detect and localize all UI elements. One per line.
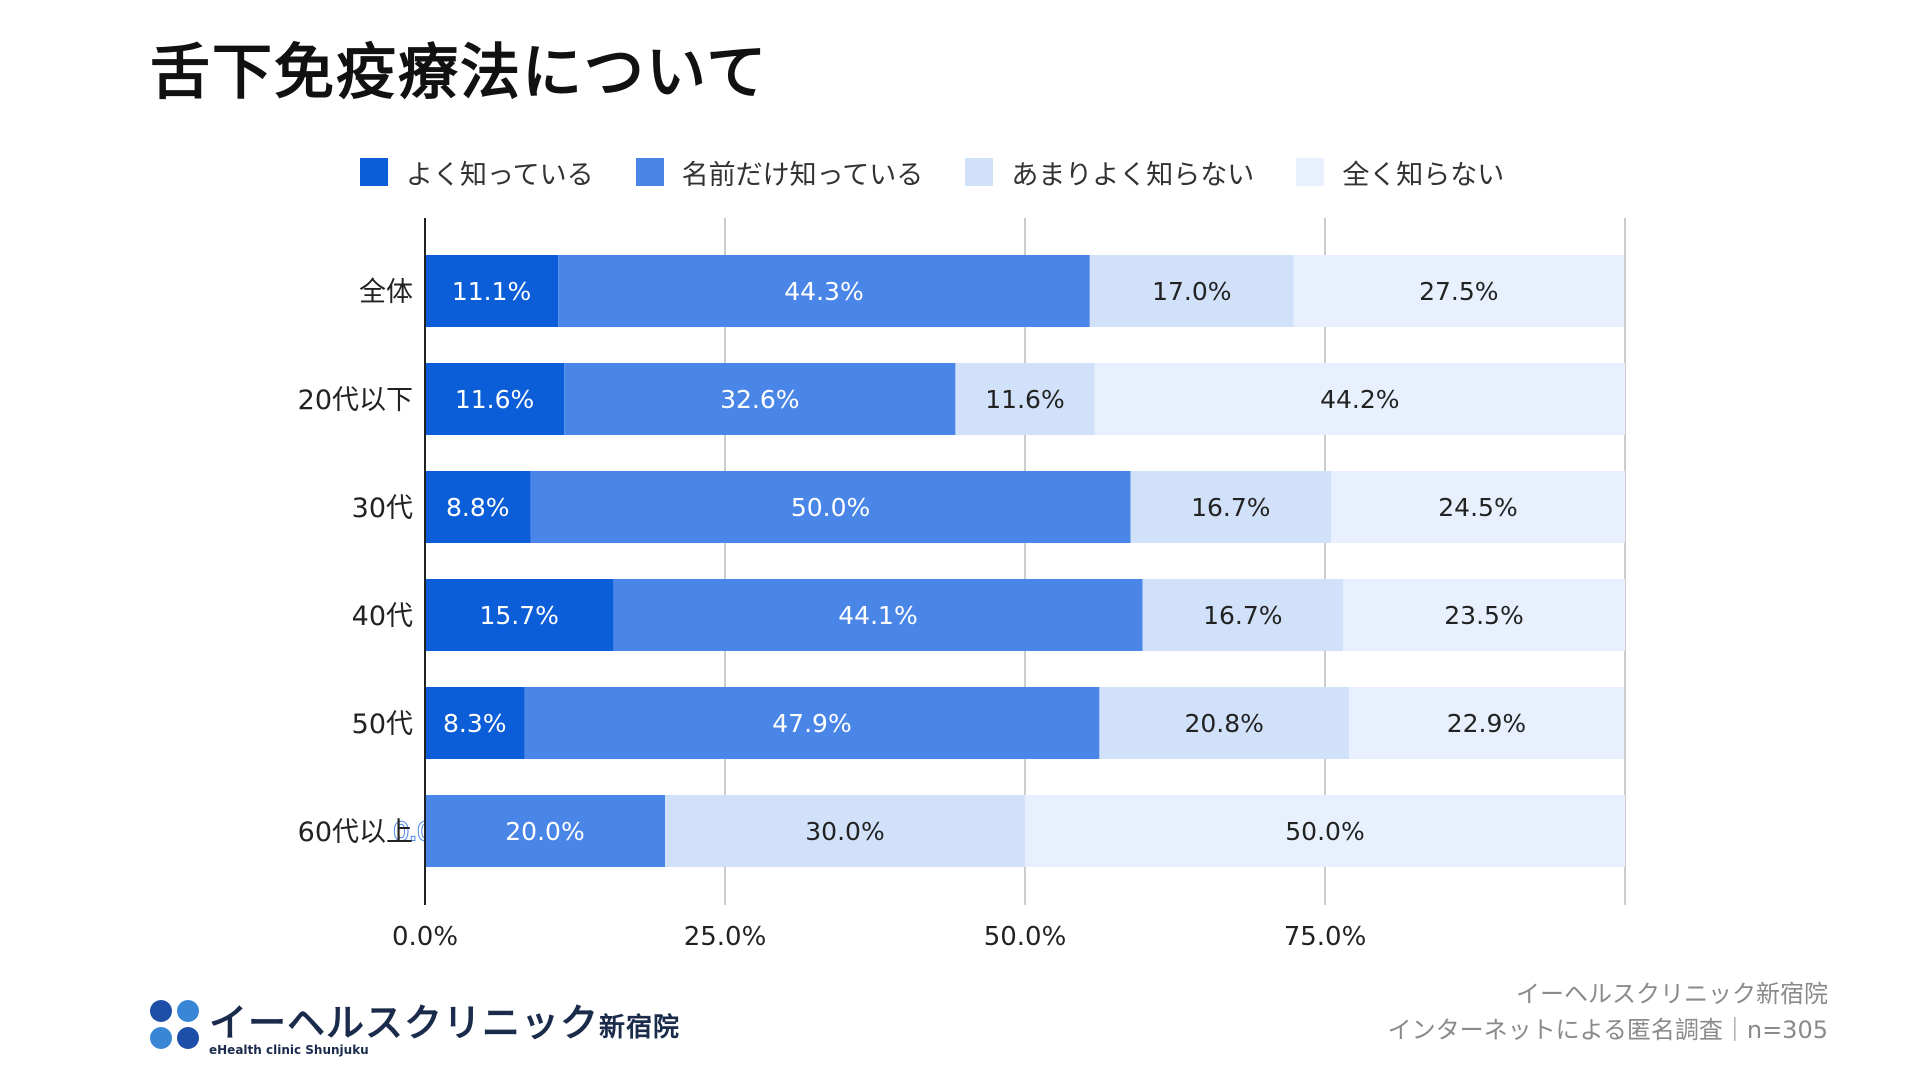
bar-segment <box>1025 795 1625 867</box>
legend-label: あまりよく知らない <box>1011 159 1255 191</box>
x-tick-label: 25.0% <box>684 922 767 952</box>
bar-segment <box>564 363 956 435</box>
bar-value-label: 16.7% <box>1191 493 1270 522</box>
bar-value-label: 20.8% <box>1184 709 1263 738</box>
chart-legend: よく知っている 名前だけ知っている あまりよく知らない 全く知らない <box>360 150 1504 194</box>
bar-segment <box>425 255 559 327</box>
source-line-clinic: イーヘルスクリニック新宿院 <box>1516 980 1828 1008</box>
logo-dot <box>150 1000 172 1022</box>
bar-value-label: 24.5% <box>1438 493 1517 522</box>
legend-swatch <box>1296 158 1325 186</box>
bar-segment <box>1089 255 1294 327</box>
bar-segment <box>1293 255 1624 327</box>
legend-label: 名前だけ知っている <box>681 159 924 191</box>
bar-segment <box>1142 579 1343 651</box>
bar-segment <box>1099 687 1349 759</box>
legend-label: よく知っている <box>406 159 594 191</box>
page-title: 舌下免疫療法について <box>150 38 769 108</box>
bar-segment <box>1343 579 1625 651</box>
bar-value-label: 20.0% <box>505 817 584 846</box>
bar-segment <box>558 255 1090 327</box>
bar-value-label: 44.3% <box>784 277 863 306</box>
bar-value-label: 50.0% <box>791 493 870 522</box>
bar-value-label: 30.0% <box>805 817 884 846</box>
x-tick-label: 0.0% <box>392 922 458 952</box>
bar-value-label: 22.9% <box>1447 709 1526 738</box>
category-label: 20代以下 <box>298 385 413 416</box>
legend-swatch <box>360 158 388 186</box>
bar-segment <box>1130 471 1331 543</box>
bar-value-label: 44.1% <box>838 601 917 630</box>
bar-value-label: 11.1% <box>452 277 531 306</box>
logo-dot <box>177 1000 199 1022</box>
legend-item-name-only: 名前だけ知っている <box>635 153 924 192</box>
category-label: 60代以上 <box>298 817 413 848</box>
source-note: イーヘルスクリニック新宿院 インターネットによる匿名調査｜n=305 <box>1388 976 1828 1048</box>
logo-name-suffix: 新宿院 <box>599 1013 681 1043</box>
bar-value-label: 32.6% <box>720 385 799 414</box>
bar-segment <box>665 795 1025 867</box>
bar-value-label: 17.0% <box>1152 277 1231 306</box>
legend-item-well-known: よく知っている <box>360 153 594 192</box>
x-tick-label: 75.0% <box>1284 922 1367 952</box>
legend-item-not-well: あまりよく知らない <box>965 153 1254 192</box>
logo-dots-icon <box>150 1000 199 1049</box>
bar-segment <box>530 471 1131 543</box>
bar-segment <box>425 795 665 867</box>
category-label: 50代 <box>352 709 413 740</box>
bar-segment <box>1331 471 1625 543</box>
bar-segment <box>955 363 1095 435</box>
bar-value-label: 11.6% <box>455 385 534 414</box>
legend-swatch <box>965 158 994 186</box>
legend-label: 全く知らない <box>1342 159 1505 191</box>
logo-subtitle: eHealth clinic Shunjuku <box>209 1043 369 1057</box>
logo-name: イーヘルスクリニック新宿院 <box>209 992 680 1047</box>
bar-value-label: 15.7% <box>479 601 558 630</box>
logo-dot <box>150 1027 172 1049</box>
bar-segment <box>425 579 614 651</box>
bar-value-label: 44.2% <box>1320 385 1399 414</box>
bar-value-label: 8.8% <box>446 493 510 522</box>
bar-segment <box>613 579 1143 651</box>
bar-value-label: 11.6% <box>985 385 1064 414</box>
bar-segment <box>425 471 531 543</box>
bar-value-label: 47.9% <box>772 709 851 738</box>
bar-value-label: 23.5% <box>1444 601 1523 630</box>
category-label: 30代 <box>352 493 413 524</box>
bar-value-label: 16.7% <box>1203 601 1282 630</box>
bar-segment <box>425 687 525 759</box>
logo-name-main: イーヘルスクリニック <box>209 1001 600 1045</box>
bar-value-label: 8.3% <box>443 709 507 738</box>
legend-swatch <box>635 158 664 186</box>
legend-item-not-at-all: 全く知らない <box>1296 153 1504 192</box>
bar-segment <box>524 687 1100 759</box>
x-tick-label: 50.0% <box>984 922 1067 952</box>
logo-dot <box>177 1027 199 1049</box>
bar-segment <box>1349 687 1624 759</box>
category-label: 40代 <box>352 601 413 632</box>
bar-segment <box>425 363 565 435</box>
bar-segment <box>1094 363 1625 435</box>
bar-value-label: 27.5% <box>1419 277 1498 306</box>
category-label: 全体 <box>359 277 413 308</box>
source-line-survey: インターネットによる匿名調査｜n=305 <box>1387 1016 1828 1044</box>
clinic-logo: イーヘルスクリニック新宿院 eHealth clinic Shunjuku <box>150 992 680 1057</box>
bar-value-label: 50.0% <box>1285 817 1364 846</box>
